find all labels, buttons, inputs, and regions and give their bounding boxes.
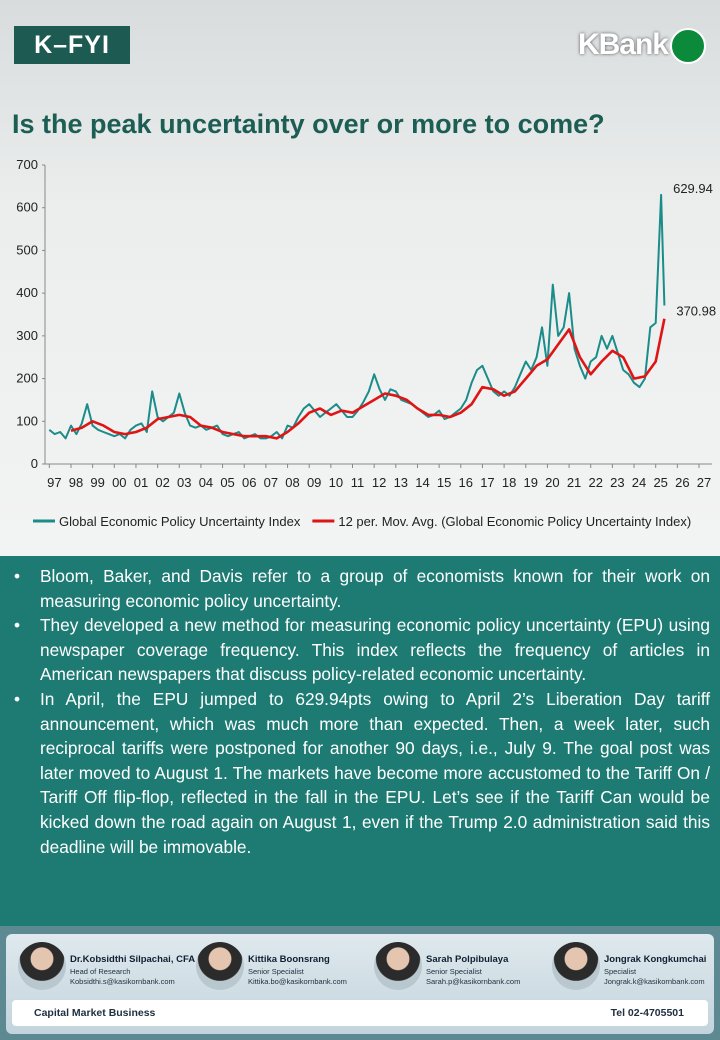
bullet-list: Bloom, Baker, and Davis refer to a group… [0,556,720,859]
x-tick-label: 02 [155,475,169,490]
person-role: Senior Specialist [248,967,304,976]
x-tick-label: 05 [220,475,234,490]
avatar [374,942,422,990]
x-tick-label: 08 [285,475,299,490]
x-tick-label: 13 [394,475,408,490]
x-tick-label: 15 [437,475,451,490]
x-tick-label: 11 [351,475,365,490]
person-role: Senior Specialist [426,967,482,976]
y-tick-label: 300 [16,328,38,343]
person: Dr.Kobsidthi Silpachai, CFA Head of Resea… [18,938,195,998]
x-tick-label: 18 [502,475,516,490]
avatar [196,942,244,990]
y-tick-label: 600 [16,200,38,215]
person-email: Kobsidthi.s@kasikornbank.com [70,977,175,986]
chart: 0 100 200 300 400 500 600 700 97 98 99 00 01 02 03 04 05… [16,157,716,529]
x-tick-label: 98 [69,475,83,490]
person: Kittika Boonsrang Senior Specialist Kittik… [196,938,368,998]
x-tick-label: 04 [199,475,213,490]
brand: KBank [577,28,669,61]
x-tick-label: 12 [372,475,386,490]
x-tick-label: 19 [524,475,538,490]
footer: Capital Market Business Tel 02-4705501 D… [0,926,720,1040]
x-tick-label: 16 [459,475,473,490]
unit: Capital Market Business [34,1007,156,1019]
person-role: Head of Research [70,967,131,976]
x-tick-label: 24 [632,475,646,490]
y-tick-label: 0 [31,456,38,471]
x-tick-label: 06 [242,475,256,490]
legend-label: Global Economic Policy Uncertainty Index [59,514,301,529]
x-tick-label: 99 [90,475,104,490]
footer-bar: Capital Market Business Tel 02-4705501 [12,1000,708,1026]
x-tick-label: 22 [588,475,602,490]
x-tick-label: 27 [697,475,711,490]
badge: K–FYI [14,26,130,64]
y-tick-label: 700 [16,157,38,172]
chart-title: Is the peak uncertainty over or more to … [12,109,605,139]
phone: Tel 02-4705501 [610,1007,684,1019]
person-name: Dr.Kobsidthi Silpachai, CFA [70,954,196,965]
person-email: Sarah.p@kasikornbank.com [426,977,521,986]
bullet: Bloom, Baker, and Davis refer to a group… [14,564,710,613]
series-line [70,318,666,440]
x-tick-label: 09 [307,475,321,490]
x-tick-label: 17 [480,475,494,490]
x-tick-label: 21 [567,475,581,490]
person-email: Kittika.bo@kasikornbank.com [248,977,347,986]
x-tick-label: 00 [112,475,126,490]
person: Jongrak Kongkumchai Specialist Jongrak.k@k… [552,938,720,998]
person-email: Jongrak.k@kasikornbank.com [604,977,705,986]
data-label: 370.98 [676,304,716,319]
x-tick-label: 23 [610,475,624,490]
y-tick-label: 500 [16,242,38,257]
logo [670,28,706,64]
x-tick-label: 14 [415,475,429,490]
series-line [48,193,666,440]
person-name: Kittika Boonsrang [248,954,330,965]
x-tick-label: 97 [47,475,61,490]
person: Sarah Polpibulaya Senior Specialist Sarah.… [374,938,546,998]
person-role: Specialist [604,967,637,976]
x-tick-label: 01 [134,475,148,490]
data-label: 629.94 [673,181,713,196]
contact-card: Capital Market Business Tel 02-4705501 D… [6,934,714,1034]
x-tick-label: 25 [653,475,667,490]
text-panel: Bloom, Baker, and Davis refer to a group… [0,556,720,926]
legend-label: 12 per. Mov. Avg. (Global Economic Polic… [338,514,691,529]
header: K–FYI KBank Is the peak uncertainty over… [0,0,720,150]
y-tick-label: 100 [16,413,38,428]
y-tick-label: 400 [16,285,38,300]
x-tick-label: 26 [675,475,689,490]
x-tick-label: 10 [329,475,343,490]
bullet: They developed a new method for measurin… [14,613,710,687]
avatar [552,942,600,990]
x-tick-label: 03 [177,475,191,490]
bullet: In April, the EPU jumped to 629.94pts ow… [14,687,710,859]
person-name: Jongrak Kongkumchai [604,954,707,965]
person-name: Sarah Polpibulaya [426,954,509,965]
x-tick-label: 20 [545,475,559,490]
x-tick-label: 07 [264,475,278,490]
avatar [18,942,66,990]
y-tick-label: 200 [16,371,38,386]
